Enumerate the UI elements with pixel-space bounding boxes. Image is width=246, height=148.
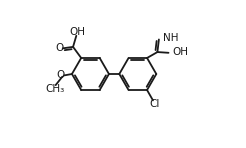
Text: O: O [55,43,63,53]
Text: OH: OH [173,47,189,57]
Text: OH: OH [69,27,85,37]
Text: NH: NH [163,33,179,43]
Text: Cl: Cl [149,99,160,109]
Text: O: O [56,70,65,80]
Text: CH₃: CH₃ [45,84,64,94]
